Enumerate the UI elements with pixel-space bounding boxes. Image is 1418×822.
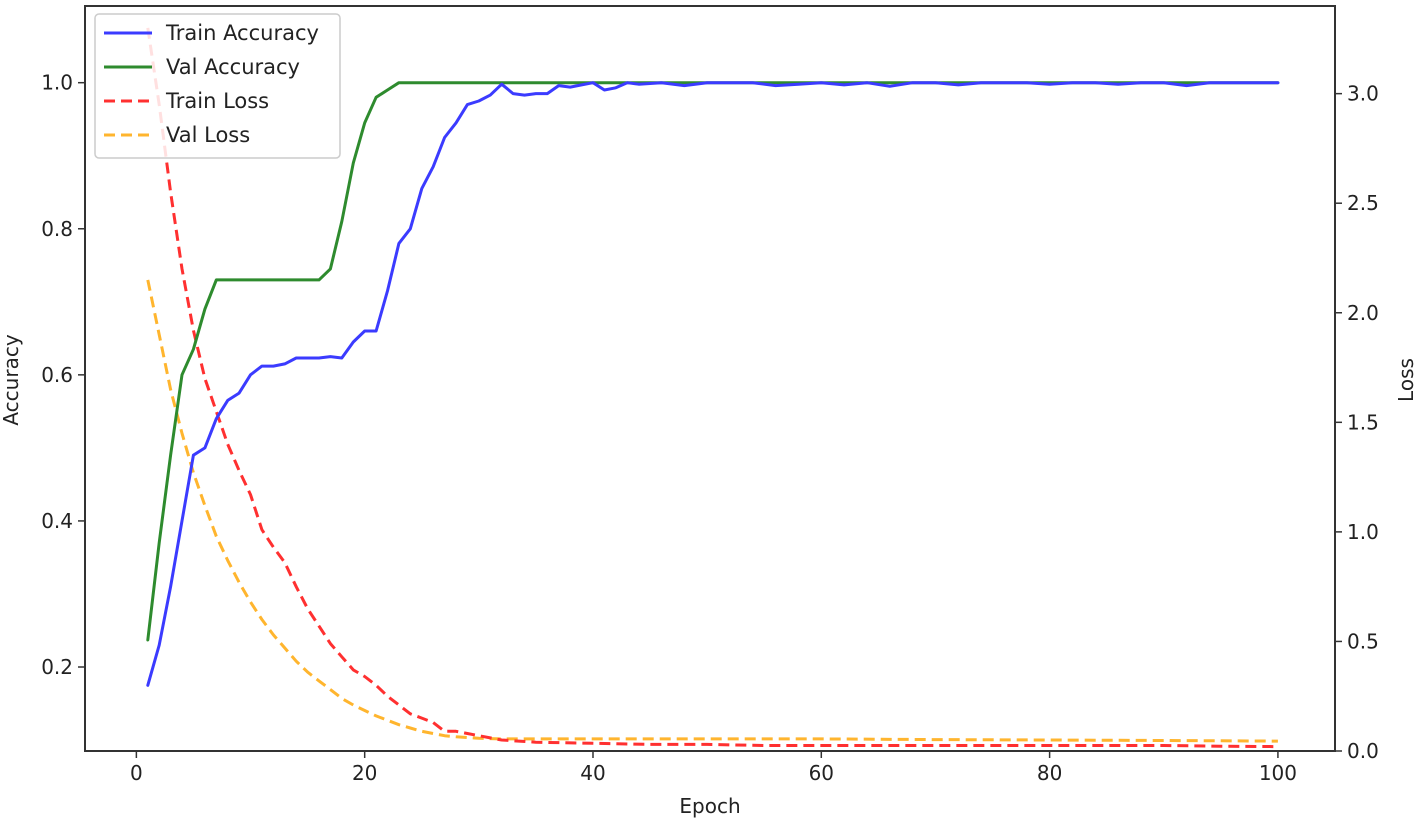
x-tick-label: 0 [130,761,143,785]
y-left-axis: 0.2 0.4 0.6 0.8 1.0 [41,71,85,679]
y-right-tick-label: 1.5 [1347,410,1379,434]
y-left-tick-label: 1.0 [41,71,73,95]
y-right-axis-title: Loss [1394,358,1418,402]
legend-label: Train Loss [165,89,269,113]
y-left-tick-label: 0.2 [41,655,73,679]
series-layer [146,27,1280,749]
y-left-tick-label: 0.8 [41,217,73,241]
series-line-train-accuracy [146,81,1280,687]
x-axis-title: Epoch [679,794,740,818]
series-line-train-loss [146,27,1278,749]
y-left-tick-label: 0.4 [41,509,73,533]
x-tick-label: 80 [1037,761,1062,785]
x-tick-label: 40 [580,761,605,785]
y-right-tick-label: 1.0 [1347,520,1379,544]
legend: Train Accuracy Val Accuracy Train Loss Val … [94,13,341,159]
legend-label: Val Accuracy [166,55,300,79]
y-right-tick-label: 3.0 [1347,82,1379,106]
legend-box [94,13,341,159]
x-tick-label: 60 [809,761,834,785]
y-right-tick-label: 2.0 [1347,301,1379,325]
legend-label: Train Accuracy [165,21,319,45]
x-tick-label: 20 [352,761,377,785]
y-right-tick-label: 0.0 [1347,739,1379,763]
y-right-tick-label: 0.5 [1347,629,1379,653]
x-tick-label: 100 [1259,761,1297,785]
x-axis: 0 20 40 60 80 100 [130,751,1297,785]
y-left-axis-title: Accuracy [0,334,23,425]
legend-label: Val Loss [166,123,250,147]
series-line-val-accuracy [146,81,1280,642]
y-right-axis: 0.0 0.5 1.0 1.5 2.0 2.5 3.0 [1335,82,1379,763]
y-left-tick-label: 0.6 [41,363,73,387]
y-right-tick-label: 2.5 [1347,191,1379,215]
series-line-val-loss [146,279,1278,743]
